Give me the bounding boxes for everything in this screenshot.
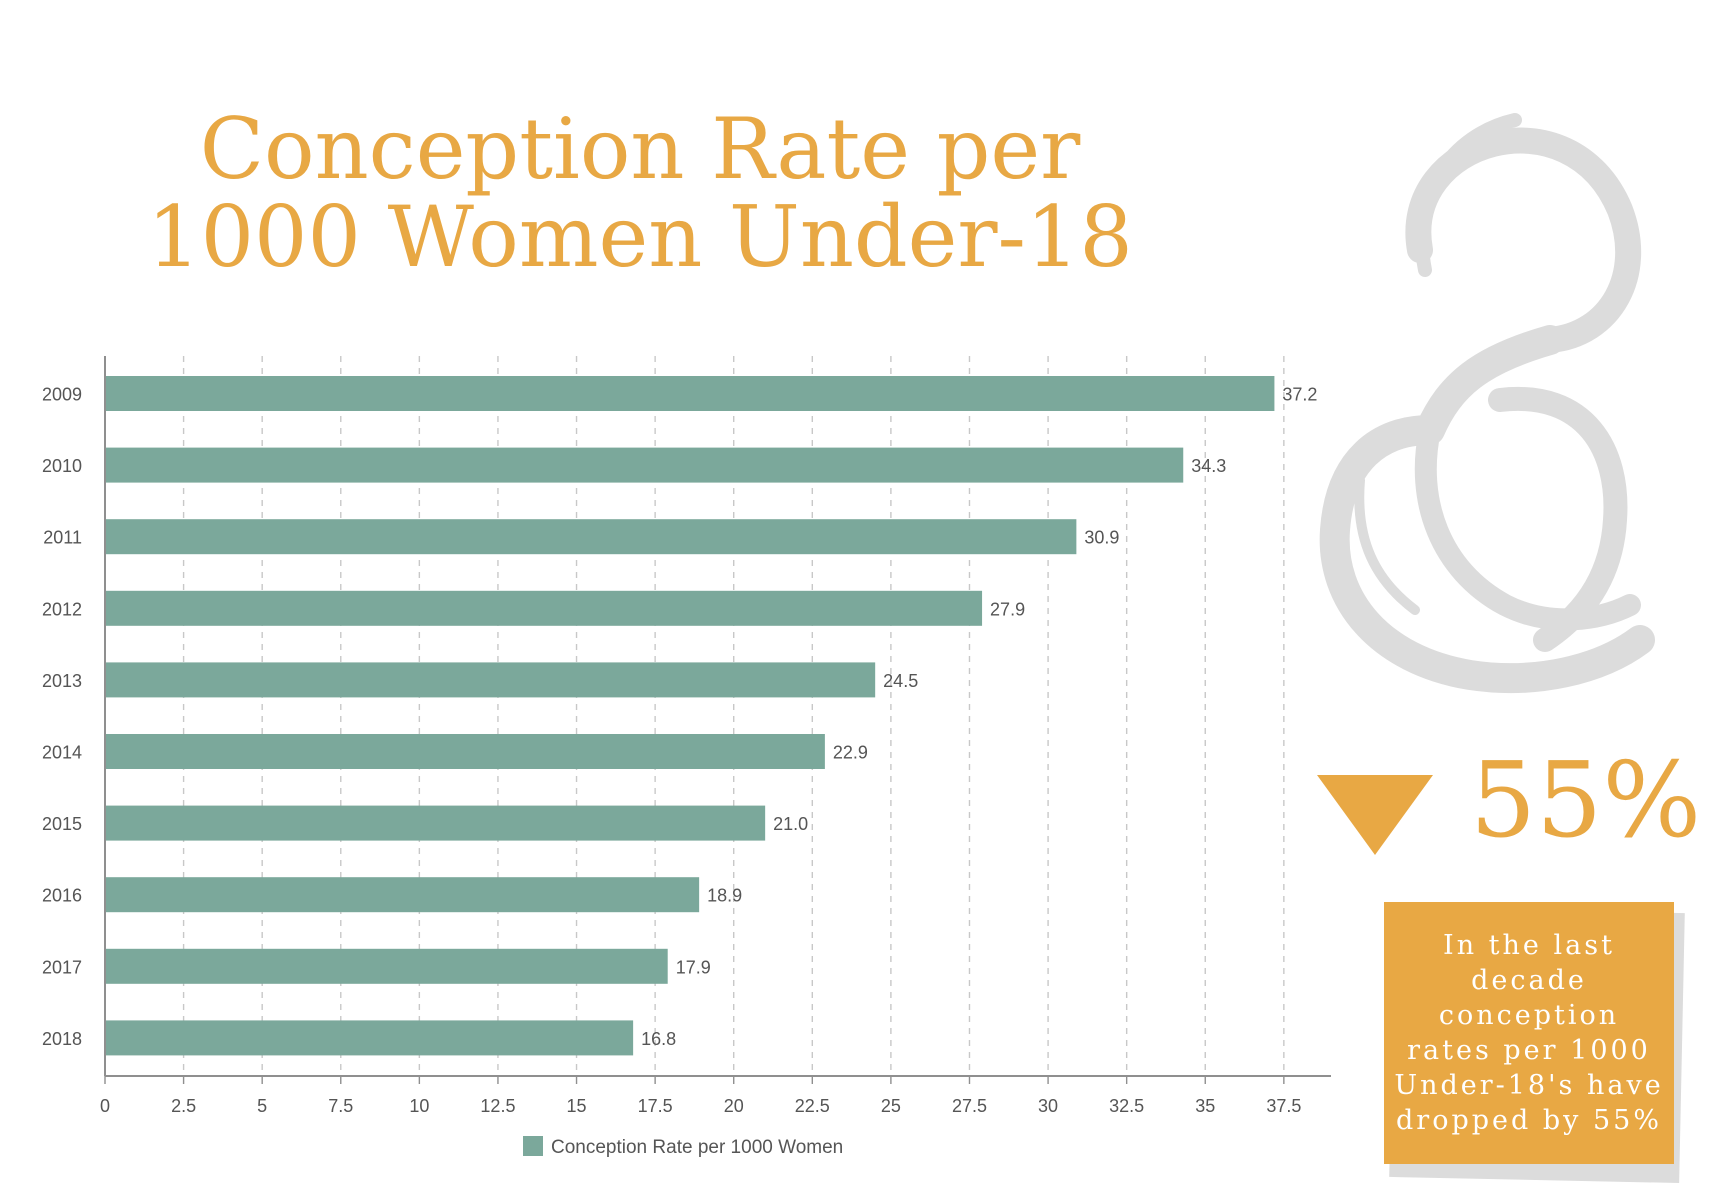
callout-note: In the last decade conception rates per … bbox=[1384, 902, 1674, 1164]
bar-value-label: 34.3 bbox=[1191, 456, 1226, 476]
x-tick-label: 27.5 bbox=[952, 1096, 987, 1116]
bar-value-label: 18.9 bbox=[707, 886, 742, 906]
percent-drop: 55% bbox=[1470, 739, 1702, 861]
category-labels: 2009 2010 2011 2012 2013 2014 2015 2016 2017 2018 bbox=[42, 385, 82, 1049]
bar bbox=[105, 519, 1077, 555]
pregnant-woman-icon bbox=[1319, 113, 1655, 694]
down-arrow-icon bbox=[1317, 775, 1433, 855]
bar-value-label: 30.9 bbox=[1084, 528, 1119, 548]
bar-chart: 37.2 34.3 30.9 27.9 24.5 22.9 21.0 18.9 17.9 16.8… bbox=[42, 356, 1331, 1158]
category-label: 2014 bbox=[42, 743, 82, 763]
bar bbox=[105, 948, 668, 984]
category-label: 2017 bbox=[42, 957, 82, 977]
x-tick-label: 22.5 bbox=[795, 1096, 830, 1116]
bar bbox=[105, 877, 700, 913]
callout-note-text: In the last decade conception rates per … bbox=[1394, 930, 1664, 1136]
bar bbox=[105, 590, 983, 626]
x-tick-label: 35 bbox=[1195, 1096, 1215, 1116]
bar-value-label: 22.9 bbox=[833, 743, 868, 763]
x-tick-label: 20 bbox=[724, 1096, 744, 1116]
bar-value-label: 27.9 bbox=[990, 599, 1025, 619]
x-tick-label: 0 bbox=[100, 1096, 110, 1116]
bar-value-label: 16.8 bbox=[641, 1029, 676, 1049]
x-tick-label: 30 bbox=[1038, 1096, 1058, 1116]
bar-value-label: 37.2 bbox=[1282, 385, 1317, 405]
x-tick-label: 17.5 bbox=[638, 1096, 673, 1116]
x-tick-label: 12.5 bbox=[480, 1096, 515, 1116]
x-tick-label: 32.5 bbox=[1109, 1096, 1144, 1116]
x-tick-label: 10 bbox=[409, 1096, 429, 1116]
bar bbox=[105, 447, 1184, 483]
bar-value-label: 21.0 bbox=[773, 814, 808, 834]
bar bbox=[105, 1020, 634, 1056]
category-label: 2009 bbox=[42, 385, 82, 405]
x-tick-label: 5 bbox=[257, 1096, 267, 1116]
category-label: 2018 bbox=[42, 1029, 82, 1049]
title-line-2: 1000 Women Under-18 bbox=[147, 188, 1133, 286]
category-label: 2013 bbox=[42, 671, 82, 691]
x-tick-label: 7.5 bbox=[328, 1096, 353, 1116]
x-tick-label: 25 bbox=[881, 1096, 901, 1116]
bars: 37.2 34.3 30.9 27.9 24.5 22.9 21.0 18.9 17.9 16.8 bbox=[105, 376, 1317, 1056]
x-tick-label: 15 bbox=[567, 1096, 587, 1116]
x-tick-labels: 0 2.5 5 7.5 10 12.5 15 17.5 20 22.5 25 27.5 30 32.5 35… bbox=[100, 1096, 1301, 1116]
title-line-1: Conception Rate per bbox=[199, 100, 1081, 198]
legend-label: Conception Rate per 1000 Women bbox=[551, 1137, 843, 1158]
bar-value-label: 17.9 bbox=[676, 957, 711, 977]
chart-title: Conception Rate per 1000 Women Under-18 bbox=[120, 105, 1160, 281]
category-label: 2010 bbox=[42, 456, 82, 476]
bar bbox=[105, 805, 766, 841]
x-tick-label: 2.5 bbox=[171, 1096, 196, 1116]
axes bbox=[104, 356, 1331, 1084]
x-tick-label: 37.5 bbox=[1266, 1096, 1301, 1116]
category-label: 2011 bbox=[43, 528, 82, 548]
legend-swatch bbox=[523, 1136, 543, 1156]
bar bbox=[105, 734, 825, 769]
category-label: 2016 bbox=[42, 886, 82, 906]
category-label: 2012 bbox=[42, 599, 82, 619]
legend: Conception Rate per 1000 Women bbox=[523, 1136, 843, 1158]
bar-value-label: 24.5 bbox=[883, 671, 918, 691]
bar bbox=[105, 376, 1275, 411]
category-label: 2015 bbox=[42, 814, 82, 834]
bar bbox=[105, 662, 876, 698]
